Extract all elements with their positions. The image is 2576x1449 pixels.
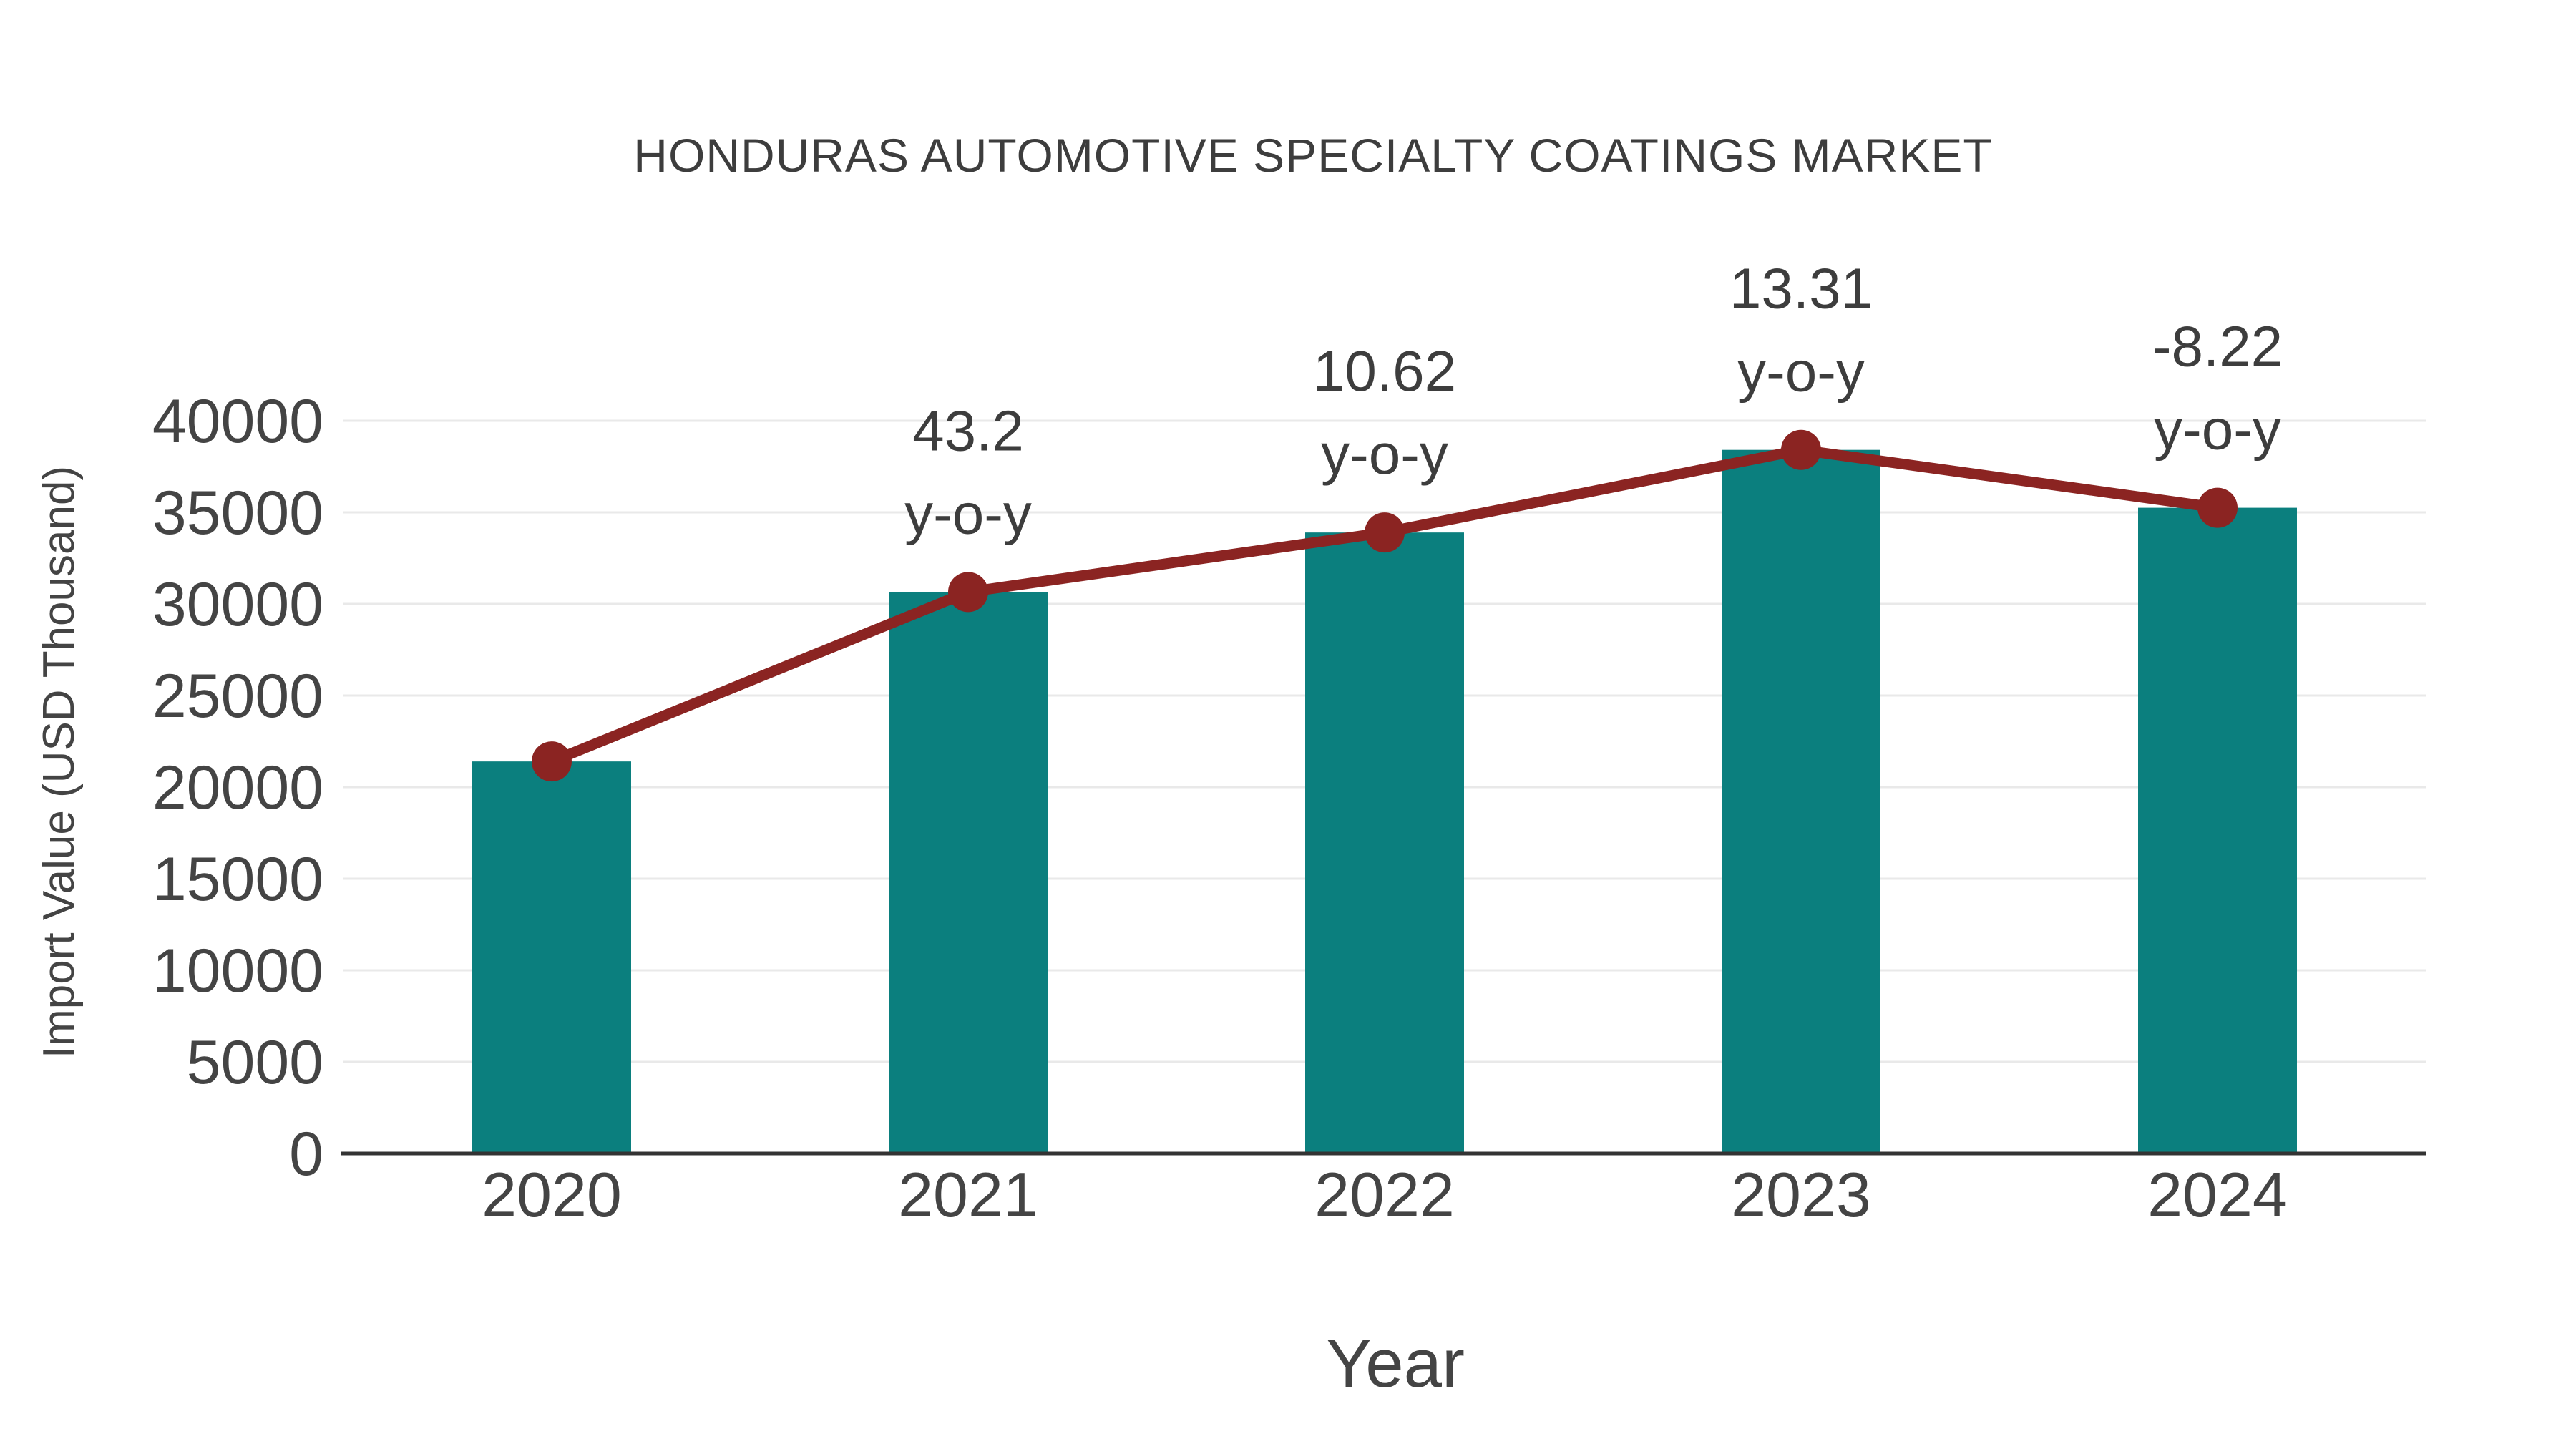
x-axis-title: Year — [1326, 1325, 1465, 1402]
annotation-suffix: y-o-y — [904, 482, 1032, 545]
y-tick-label: 15000 — [152, 845, 323, 914]
annotation-value: 43.2 — [912, 399, 1024, 462]
annotation-value: -8.22 — [2152, 315, 2283, 379]
bar[interactable] — [1305, 532, 1464, 1153]
y-tick-label: 40000 — [152, 387, 323, 456]
y-tick-label: 30000 — [152, 570, 323, 639]
line-marker[interactable] — [1365, 512, 1405, 553]
y-tick-label: 25000 — [152, 662, 323, 731]
bar[interactable] — [889, 592, 1048, 1153]
y-axis-title: Import Value (USD Thousand) — [34, 466, 84, 1058]
annotation-value: 10.62 — [1313, 339, 1456, 403]
x-tick-label: 2024 — [2147, 1159, 2288, 1230]
y-tick-label: 0 — [289, 1120, 323, 1189]
y-tick-label: 35000 — [152, 479, 323, 547]
bar[interactable] — [472, 761, 631, 1153]
bar[interactable] — [1722, 449, 1880, 1153]
annotation-suffix: y-o-y — [1737, 340, 1865, 404]
x-tick-label: 2021 — [898, 1159, 1038, 1230]
y-tick-label: 5000 — [187, 1028, 323, 1097]
y-tick-label: 10000 — [152, 937, 323, 1005]
line-marker[interactable] — [948, 572, 988, 613]
annotation-value: 13.31 — [1729, 257, 1873, 321]
x-tick-label: 2023 — [1731, 1159, 1871, 1230]
line-marker[interactable] — [1781, 429, 1821, 470]
line-marker[interactable] — [2197, 487, 2238, 528]
annotation-suffix: y-o-y — [1321, 422, 1448, 486]
x-tick-label: 2022 — [1314, 1159, 1455, 1230]
chart-title: HONDURAS AUTOMOTIVE SPECIALTY COATINGS M… — [633, 129, 1992, 182]
line-marker[interactable] — [532, 741, 572, 782]
annotation-suffix: y-o-y — [2154, 398, 2281, 462]
plot-dynamic-layer: 0 5000 10000 15000 20000 25000 30000 35000 40000… — [152, 257, 2426, 1230]
y-tick-label: 20000 — [152, 753, 323, 822]
bar[interactable] — [2138, 507, 2297, 1153]
x-tick-label: 2020 — [482, 1159, 622, 1230]
